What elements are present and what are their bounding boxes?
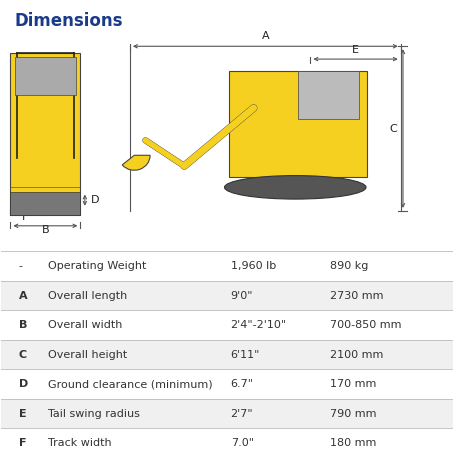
Text: 9'0": 9'0" (231, 291, 253, 301)
Text: Tail swing radius: Tail swing radius (48, 409, 140, 419)
Bar (1, 311, 453, 340)
Text: 180 mm: 180 mm (330, 438, 376, 448)
Text: D: D (90, 195, 99, 205)
Text: Ground clearance (minimum): Ground clearance (minimum) (48, 379, 212, 389)
Text: 6.7": 6.7" (231, 379, 254, 389)
Text: D: D (19, 379, 28, 389)
Text: C: C (389, 123, 397, 133)
Text: Dimensions: Dimensions (15, 12, 123, 30)
Bar (1, 252, 453, 281)
Text: 2'4"-2'10": 2'4"-2'10" (231, 320, 287, 330)
Text: B: B (19, 320, 27, 330)
Wedge shape (122, 155, 150, 170)
Text: 700-850 mm: 700-850 mm (330, 320, 401, 330)
Text: -: - (19, 261, 23, 271)
Bar (10, 53, 80, 215)
Text: 170 mm: 170 mm (330, 379, 376, 389)
Text: Operating Weight: Operating Weight (48, 261, 146, 271)
Text: 890 kg: 890 kg (330, 261, 368, 271)
Text: 1,960 lb: 1,960 lb (231, 261, 276, 271)
Bar (10, 192, 80, 215)
Text: 2730 mm: 2730 mm (330, 291, 383, 301)
Text: C: C (19, 350, 27, 360)
Bar (15, 57, 76, 95)
Bar (1, 370, 453, 399)
Text: Overall width: Overall width (48, 320, 122, 330)
Text: 790 mm: 790 mm (330, 409, 376, 419)
Text: B: B (42, 225, 49, 235)
Bar (1, 429, 453, 454)
Bar (229, 71, 367, 177)
Text: Overall height: Overall height (48, 350, 127, 360)
Text: A: A (19, 291, 27, 301)
Text: F: F (22, 212, 28, 222)
Text: 6'11": 6'11" (231, 350, 260, 360)
Text: A: A (262, 31, 269, 41)
Text: Overall length: Overall length (48, 291, 127, 301)
Bar (298, 71, 359, 118)
Text: 2100 mm: 2100 mm (330, 350, 383, 360)
Bar (1, 340, 453, 370)
Bar (1, 281, 453, 311)
Ellipse shape (225, 176, 366, 199)
Text: F: F (19, 438, 26, 448)
Text: E: E (352, 45, 359, 55)
Text: 2'7": 2'7" (231, 409, 253, 419)
Bar (1, 399, 453, 429)
Text: Track width: Track width (48, 438, 112, 448)
Text: E: E (19, 409, 26, 419)
Text: 7.0": 7.0" (231, 438, 254, 448)
